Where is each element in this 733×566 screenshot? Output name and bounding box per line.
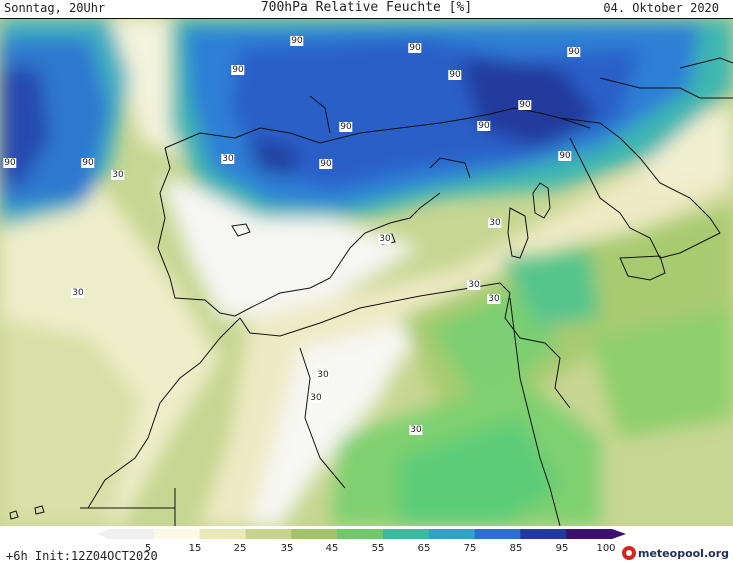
- map-header: Sonntag, 20Uhr 700hPa Relative Feuchte […: [0, 0, 733, 18]
- coastlines: [9, 57, 733, 526]
- colorbar-tick-label: 85: [509, 543, 523, 554]
- colorbar-tick-label: 5: [144, 543, 152, 554]
- colorbar-segment: [108, 529, 155, 539]
- colorbar-legend: 5 15 25 35 45 55 65 75 85 95 100 +6h Init:12Z04OCT…: [0, 526, 733, 566]
- colorbar-segment: [337, 529, 384, 539]
- colorbar: [98, 529, 626, 539]
- map-border-lines: [0, 18, 733, 19]
- colorbar-tick-label: 45: [325, 543, 339, 554]
- colorbar-segment: [291, 529, 338, 539]
- colorbar-tick-label: 100: [596, 543, 616, 554]
- forecast-date: 04. Oktober 2020: [603, 1, 719, 15]
- colorbar-segment: [382, 529, 430, 539]
- colorbar-segment: [199, 529, 246, 539]
- humidity-field: [0, 18, 733, 526]
- meteopool-logo[interactable]: meteopool.org: [622, 546, 729, 560]
- colorbar-tick-label: 95: [555, 543, 569, 554]
- colorbar-tick-label: 15: [188, 543, 202, 554]
- humidity-map: [0, 18, 733, 526]
- colorbar-segment: [520, 529, 567, 539]
- colorbar-arrow-left: [98, 529, 108, 539]
- colorbar-segment: [153, 529, 201, 539]
- colorbar-tick-label: 55: [371, 543, 385, 554]
- run-info: +6h Init:12Z04OCT2020: [6, 549, 158, 563]
- logo-text: meteopool.org: [638, 546, 729, 560]
- colorbar-tick-label: 65: [417, 543, 431, 554]
- colorbar-segment: [428, 529, 476, 539]
- logo-icon: [622, 546, 636, 560]
- colorbar-segment: [245, 529, 292, 539]
- colorbar-segment: [566, 529, 613, 539]
- colorbar-segment: [474, 529, 521, 539]
- colorbar-arrow-right: [612, 529, 626, 539]
- forecast-valid-time: Sonntag, 20Uhr: [4, 1, 106, 15]
- colorbar-tick-label: 25: [233, 543, 247, 554]
- colorbar-tick-label: 35: [280, 543, 294, 554]
- map-title: 700hPa Relative Feuchte [%]: [260, 0, 473, 15]
- colorbar-tick-label: 75: [463, 543, 477, 554]
